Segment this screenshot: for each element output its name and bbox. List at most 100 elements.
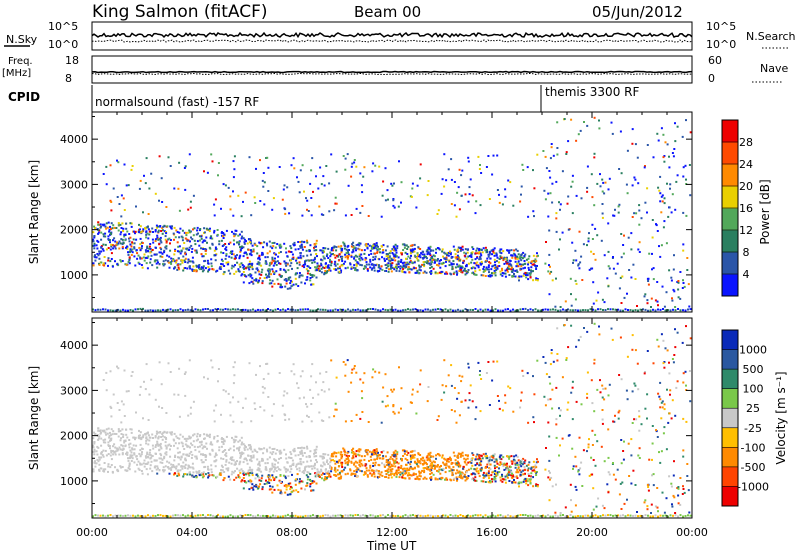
echo-cell — [407, 461, 410, 464]
echo-cell — [367, 308, 369, 311]
echo-cell — [92, 308, 94, 311]
echo-cell — [312, 489, 315, 492]
echo-cell — [122, 436, 125, 438]
echo-cell — [318, 471, 321, 474]
echo-cell — [506, 262, 509, 265]
echo-cell — [610, 121, 613, 124]
echo-cell — [319, 249, 322, 252]
echo-cell — [390, 182, 393, 185]
echo-cell — [425, 468, 428, 470]
echo-cell — [444, 478, 446, 481]
echo-cell — [390, 388, 393, 391]
echo-cell — [309, 473, 312, 475]
echo-cell — [256, 269, 259, 272]
echo-cell — [503, 462, 506, 465]
echo-cell — [423, 253, 426, 256]
echo-cell — [189, 473, 192, 476]
echo-cell — [581, 485, 584, 487]
echo-cell — [234, 463, 237, 466]
echo-cell — [527, 215, 530, 218]
echo-cell — [268, 456, 271, 459]
echo-cell — [592, 302, 595, 305]
echo-cell — [644, 165, 646, 167]
echo-cell — [689, 400, 692, 403]
echo-cell — [278, 251, 281, 254]
y-tick-label: 2000 — [60, 224, 88, 237]
echo-cell — [344, 462, 347, 465]
echo-cell — [278, 457, 281, 460]
echo-cell — [455, 256, 458, 259]
echo-cell — [618, 287, 621, 290]
echo-cell — [386, 395, 389, 398]
echo-cell — [536, 484, 539, 486]
echo-cell — [311, 274, 314, 277]
echo-cell — [314, 269, 317, 272]
echo-cell — [324, 471, 327, 474]
echo-cell — [142, 462, 145, 465]
echo-cell — [364, 464, 367, 467]
echo-cell — [178, 451, 181, 454]
echo-cell — [298, 467, 301, 470]
echo-cell — [145, 262, 148, 265]
echo-cell — [300, 281, 303, 284]
echo-cell — [139, 257, 142, 260]
echo-cell — [458, 264, 461, 267]
echo-cell — [639, 308, 642, 311]
echo-cell — [403, 471, 406, 474]
echo-cell — [517, 260, 520, 263]
echo-cell — [231, 230, 233, 233]
echo-cell — [535, 466, 538, 469]
echo-cell — [327, 471, 329, 474]
echo-cell — [145, 233, 148, 236]
echo-cell — [273, 262, 276, 265]
echo-cell — [159, 461, 162, 464]
echo-cell — [662, 362, 665, 365]
echo-cell — [622, 252, 625, 255]
echo-cell — [480, 254, 483, 257]
echo-cell — [351, 243, 354, 246]
echo-cell — [528, 255, 531, 258]
echo-cell — [217, 308, 219, 310]
echo-cell — [372, 462, 375, 465]
echo-cell — [682, 372, 685, 375]
echo-cell — [440, 478, 443, 481]
echo-cell — [169, 239, 172, 241]
echo-cell — [365, 243, 368, 245]
echo-cell — [153, 466, 156, 469]
echo-cell — [361, 258, 364, 261]
echo-cell — [189, 437, 191, 440]
echo-cell — [249, 239, 252, 242]
echo-cell — [480, 248, 483, 251]
echo-cell — [516, 255, 519, 258]
echo-cell — [259, 159, 261, 162]
echo-cell — [452, 466, 455, 469]
echo-cell — [156, 234, 159, 237]
echo-cell — [508, 274, 511, 276]
echo-cell — [559, 409, 562, 412]
echo-cell — [344, 256, 347, 259]
echo-cell — [364, 463, 367, 466]
echo-cell — [673, 148, 676, 150]
echo-cell — [643, 295, 646, 298]
echo-cell — [150, 254, 153, 257]
echo-cell — [121, 238, 124, 241]
echo-cell — [322, 255, 325, 258]
echo-cell — [168, 467, 171, 470]
echo-cell — [195, 249, 198, 252]
echo-cell — [626, 398, 629, 401]
echo-cell — [219, 474, 222, 476]
echo-cell — [165, 438, 168, 441]
echo-cell — [514, 475, 517, 478]
echo-cell — [420, 458, 423, 461]
echo-cell — [278, 262, 280, 265]
echo-cell — [474, 476, 477, 479]
echo-cell — [593, 358, 596, 361]
echo-cell — [344, 260, 347, 263]
echo-cell — [241, 470, 244, 472]
echo-cell — [670, 211, 673, 214]
echo-cell — [470, 467, 473, 470]
echo-cell — [192, 440, 195, 443]
echo-cell — [116, 263, 119, 266]
echo-cell — [302, 461, 305, 464]
echo-cell — [289, 276, 292, 279]
